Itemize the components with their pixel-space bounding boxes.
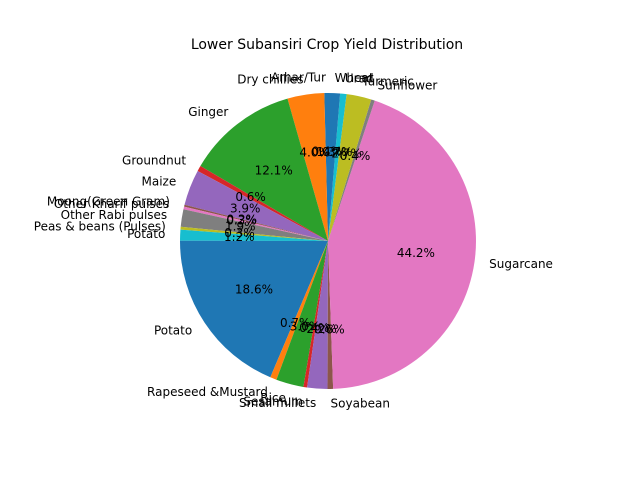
slice-percent-ginger-2: 12.1% (255, 163, 293, 177)
slice-label-arhar-tur-0: Arhar/Tur (271, 71, 326, 85)
slice-sesamum-13 (303, 241, 328, 388)
slice-label-ginger-2: Ginger (188, 105, 228, 119)
slice-label-rice-12: Rice (260, 391, 286, 405)
pie-slices (179, 93, 476, 390)
slice-percent-potato-9: 1.2% (224, 230, 255, 244)
slice-other-kharif-pulses-6 (183, 206, 328, 241)
slice-maize-4 (184, 170, 328, 241)
slice-percent-dry-chillies-1: 4.0% (299, 146, 330, 160)
slice-label-potato-10: Potato (154, 323, 192, 337)
slice-label-maize-4: Maize (141, 175, 176, 189)
slice-sunflower-17 (328, 99, 375, 241)
slice-label-potato-9: Potato (127, 227, 165, 241)
slice-percent-sesamum-13: 0.4% (299, 321, 330, 335)
slice-soyabean-15 (327, 241, 334, 390)
slice-percent-urad-19: 0.7% (322, 145, 353, 159)
slice-percent-potato-10: 18.6% (235, 283, 273, 297)
slice-label-peas-beans-pulses-8: Peas & beans (Pulses) (34, 219, 166, 233)
slice-label-moong-green-gram-5: Moong(Green Gram) (47, 195, 170, 209)
slice-potato-9 (180, 229, 328, 241)
slice-label-other-rabi-pulses-7: Other Rabi pulses (61, 208, 168, 222)
slice-percent-arhar-tur-0: 0.4% (312, 145, 343, 159)
slice-label-wheat-20: Wheat (335, 71, 374, 85)
slice-percent-other-kharif-pulses-6: 0.3% (226, 214, 257, 228)
slice-percent-maize-4: 3.9% (230, 201, 261, 215)
slice-label-dry-chillies-1: Dry chillies (237, 73, 303, 87)
slice-rice-12 (276, 241, 328, 387)
chart-title: Lower Subansiri Crop Yield Distribution (191, 37, 463, 53)
slice-percent-groundnut-3: 0.6% (235, 190, 266, 204)
slice-other-rabi-pulses-7 (180, 209, 328, 241)
slice-percent-turmeric-18: 2.7% (331, 147, 362, 161)
slice-small-millets-14 (307, 241, 328, 389)
slice-percent-sunflower-17: 0.4% (340, 149, 371, 163)
slice-groundnut-3 (197, 166, 328, 241)
pie-percent-labels: 0.4%4.0%12.1%0.6%3.9%0.2%0.3%1.9%0.3%1.2… (224, 145, 435, 337)
slice-label-sugarcane-16: Sugarcane (489, 257, 553, 271)
slice-label-small-millets-14: Small millets (239, 396, 316, 410)
slice-ginger-2 (200, 98, 328, 242)
slice-percent-rice-12: 3.0% (290, 319, 321, 333)
slice-potato-10 (179, 240, 328, 378)
slice-sugarcane-16 (328, 100, 476, 389)
slice-percent-peas-beans-pulses-8: 0.3% (224, 226, 255, 240)
slice-label-turmeric-18: Turmeric (361, 74, 414, 88)
slice-label-rapeseed-mustard-11: Rapeseed &Mustard (147, 385, 268, 399)
slice-arhar-tur-0 (324, 93, 328, 241)
slice-percent-moong-green-gram-5: 0.2% (227, 212, 258, 226)
slice-rapeseed-mustard-11 (270, 241, 328, 380)
slice-label-urad-19: Urad (345, 72, 374, 86)
slice-percent-small-millets-14: 2.2% (306, 322, 337, 336)
slice-label-other-kharif-pulses-6: Other Kharif pulses (54, 197, 169, 211)
slice-label-sesamum-13: Sesamum (243, 394, 303, 408)
slice-wheat-20 (328, 93, 341, 241)
slice-percent-rapeseed-mustard-11: 0.7% (280, 316, 311, 330)
slice-percent-wheat-20: 1.3% (316, 145, 347, 159)
slice-dry-chillies-1 (287, 93, 328, 241)
slice-label-groundnut-3: Groundnut (122, 154, 186, 168)
slice-urad-19 (328, 93, 347, 241)
slice-label-soyabean-15: Soyabean (331, 396, 390, 410)
slice-percent-other-rabi-pulses-7: 1.9% (225, 220, 256, 234)
slice-percent-soyabean-15: 0.6% (314, 322, 345, 336)
slice-label-sunflower-17: Sunflower (377, 78, 437, 92)
slice-moong-green-gram-5 (184, 204, 328, 241)
slice-percent-sugarcane-16: 44.2% (397, 246, 435, 260)
slice-turmeric-18 (328, 94, 372, 241)
slice-peas-beans-pulses-8 (180, 226, 328, 241)
